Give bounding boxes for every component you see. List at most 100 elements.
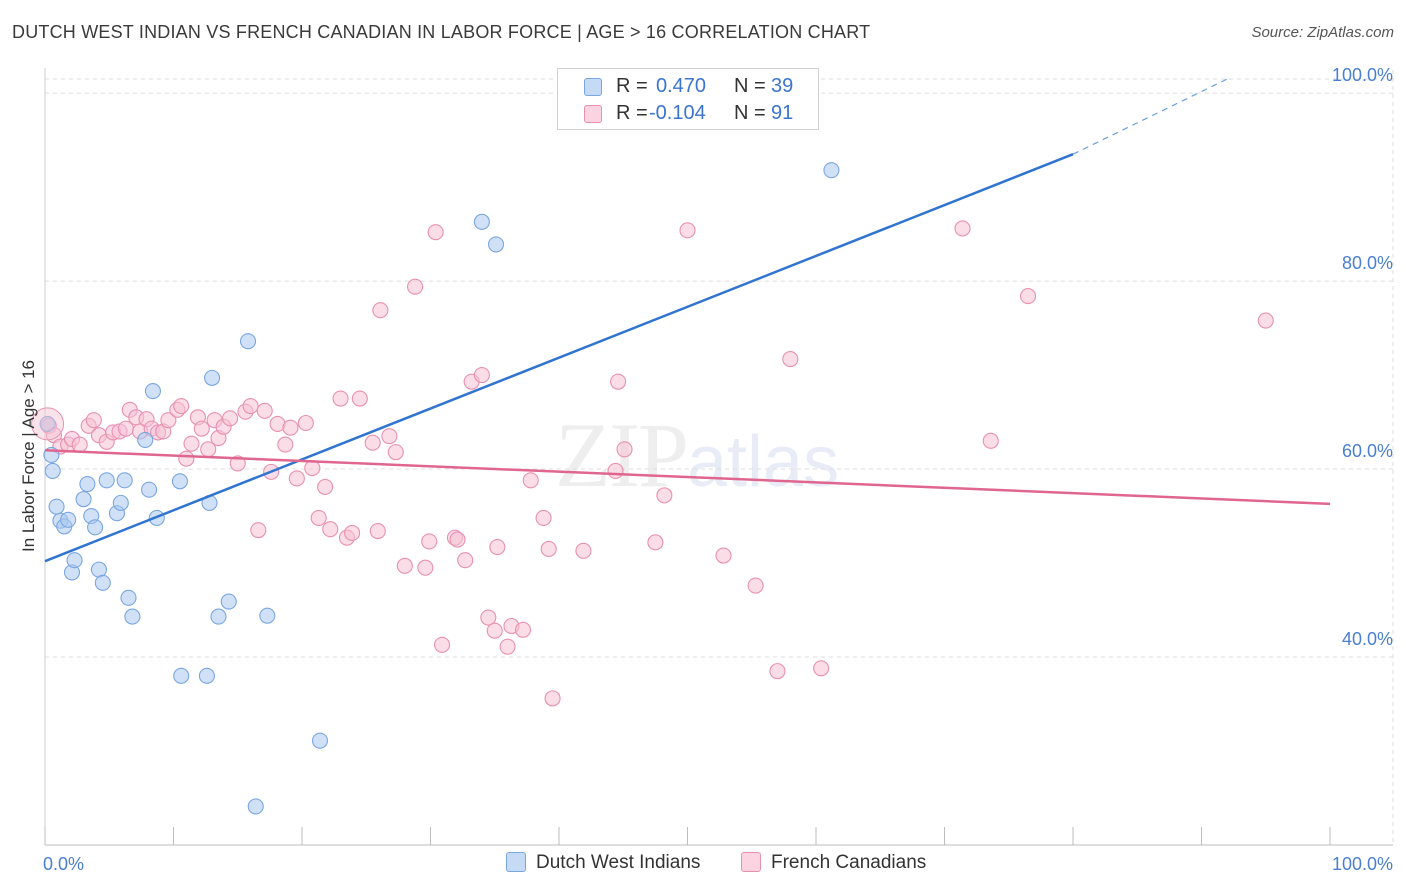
data-point (544, 690, 561, 707)
data-point (220, 593, 237, 610)
data-point (75, 491, 92, 508)
data-point (204, 369, 221, 386)
r-value: 0.470 (656, 75, 707, 97)
data-point (48, 498, 65, 515)
stats-row-blue: R = 0.470 N = 39 (558, 73, 818, 101)
data-point (656, 487, 673, 504)
data-point (310, 509, 327, 526)
data-point (239, 333, 257, 350)
data-point (489, 539, 506, 556)
n-label: N = (734, 75, 766, 97)
data-point (242, 398, 259, 415)
legend-label: French Canadians (771, 852, 927, 873)
axis-layer (44, 68, 1393, 846)
data-point (221, 410, 239, 427)
data-point (124, 608, 141, 625)
trend-line-blue (44, 153, 1074, 563)
data-point (715, 547, 732, 564)
data-point (381, 428, 398, 445)
data-point (210, 608, 227, 625)
data-point (71, 436, 88, 453)
data-point (372, 302, 389, 319)
y-axis-label: In Labor Force | Age > 16 (19, 360, 38, 552)
y-tick-label: 60.0% (1342, 441, 1393, 461)
source-label: Source: ZipAtlas.com (1251, 24, 1394, 41)
data-point (160, 412, 177, 429)
data-point (282, 419, 299, 436)
chart-title: DUTCH WEST INDIAN VS FRENCH CANADIAN IN … (12, 22, 871, 42)
data-point (407, 278, 424, 295)
data-point (137, 431, 154, 448)
data-point (332, 390, 349, 407)
data-point (769, 663, 786, 680)
data-point (782, 351, 799, 368)
data-point (457, 552, 474, 569)
data-point (1257, 312, 1274, 329)
data-point (322, 521, 339, 538)
data-point (250, 522, 267, 539)
data-point (387, 444, 404, 461)
data-point (396, 557, 413, 574)
data-point (480, 609, 497, 626)
points-layer (31, 162, 1274, 815)
data-point (120, 589, 137, 606)
tick-label-layer: 40.0% 60.0% 80.0% 100.0% 0.0% 100.0% (43, 65, 1393, 874)
data-point (173, 398, 190, 415)
data-point (193, 420, 210, 437)
data-point (44, 462, 61, 479)
r-label: R = (616, 102, 648, 124)
n-value: 39 (771, 75, 794, 97)
data-point (610, 373, 627, 390)
data-point (421, 533, 438, 550)
data-point (982, 432, 999, 449)
trend-layer (44, 78, 1331, 563)
data-point (144, 382, 161, 400)
data-point (344, 524, 361, 542)
pink-swatch (741, 852, 761, 872)
data-point (434, 636, 451, 653)
data-point (116, 472, 133, 489)
data-point (112, 494, 129, 511)
data-point (79, 476, 96, 493)
stats-legend: R = 0.470 N = 39 R = -0.104 N = 91 (557, 68, 819, 130)
data-point (499, 638, 516, 655)
data-point (369, 523, 386, 540)
y-tick-label: 100.0% (1332, 65, 1393, 85)
data-point (178, 450, 195, 467)
data-point (823, 162, 840, 179)
data-point (813, 660, 830, 677)
data-point (173, 667, 190, 684)
data-point (647, 534, 664, 551)
data-point (607, 462, 624, 479)
data-point (747, 577, 764, 594)
data-point (87, 519, 104, 536)
y-tick-label: 40.0% (1342, 629, 1393, 649)
pink-swatch (584, 105, 602, 123)
x-tick-label-min: 0.0% (43, 854, 84, 874)
data-point (66, 552, 83, 569)
data-point (259, 607, 276, 624)
data-point (473, 213, 490, 230)
blue-swatch (584, 78, 602, 96)
data-point (514, 621, 532, 638)
legend-item-french-canadians: French Canadians (741, 852, 926, 874)
watermark-atlas: atlas (687, 422, 840, 502)
data-point (94, 574, 111, 591)
n-label: N = (734, 102, 766, 124)
data-point (297, 414, 314, 432)
data-point (522, 472, 539, 489)
data-point (288, 470, 305, 487)
data-point (256, 402, 273, 419)
n-value: 91 (771, 102, 794, 124)
data-point (311, 732, 329, 749)
data-point (171, 473, 188, 490)
stats-row-pink: R = -0.104 N = 91 (558, 100, 818, 128)
legend-item-dutch-west-indians: Dutch West Indians (506, 852, 700, 874)
data-point (85, 412, 102, 429)
r-value: -0.104 (649, 102, 706, 124)
data-point (141, 481, 158, 498)
data-point (351, 390, 368, 407)
data-point (535, 509, 552, 526)
data-point (449, 531, 466, 548)
